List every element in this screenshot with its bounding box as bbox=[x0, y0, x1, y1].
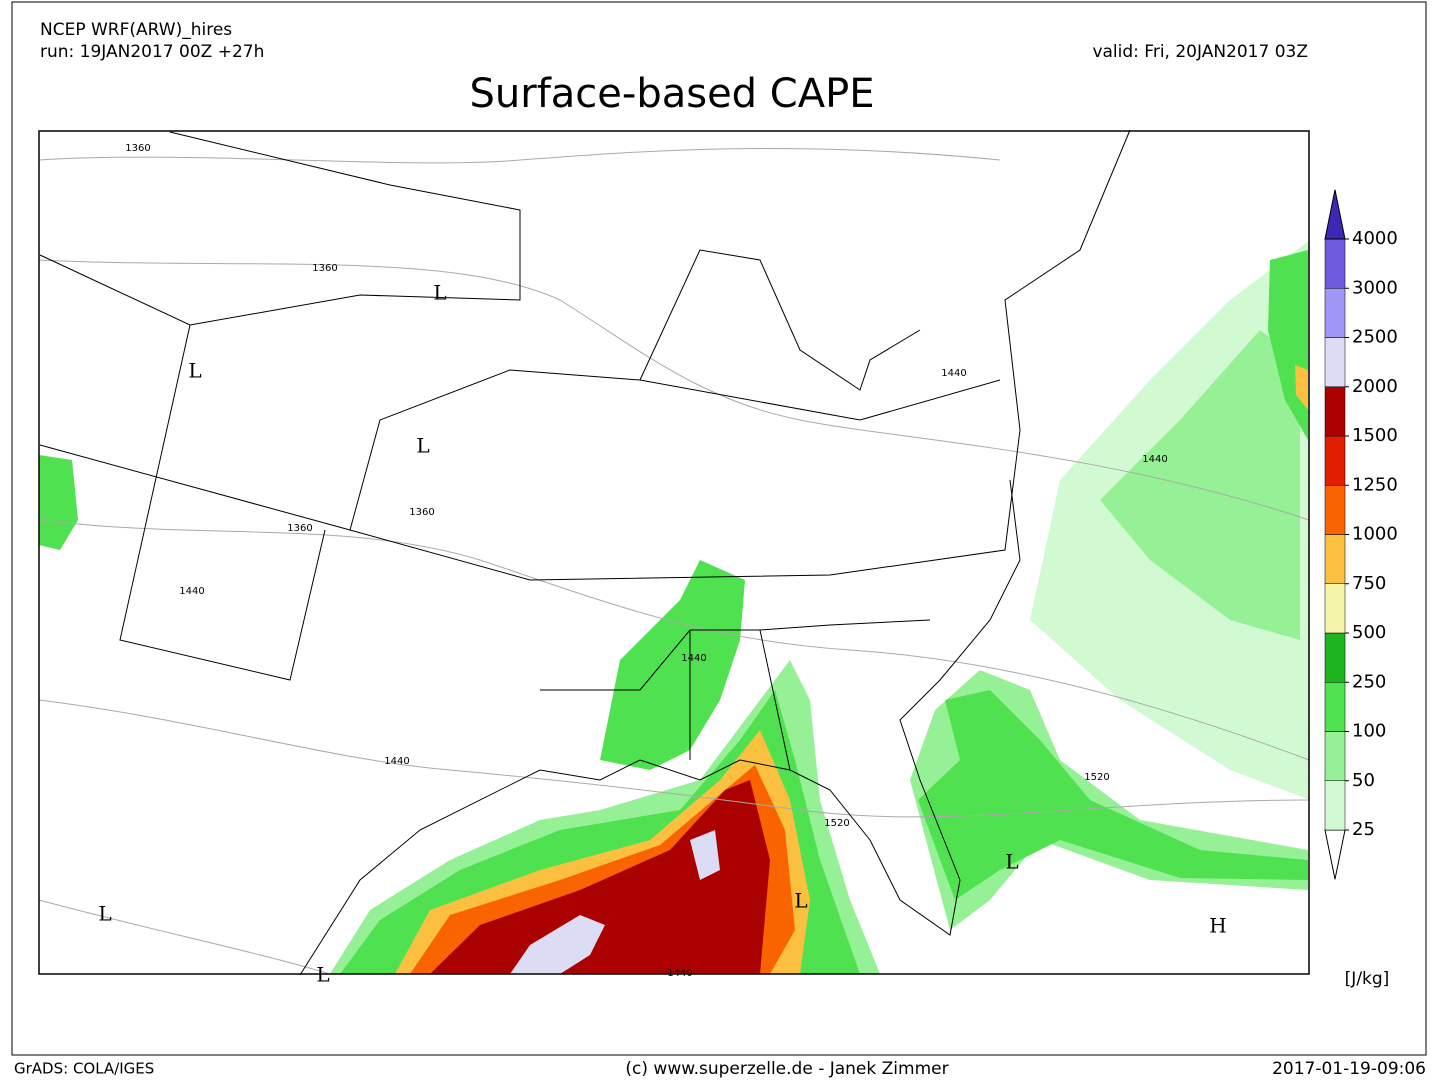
cape-area bbox=[39, 455, 78, 550]
colorbar-segment bbox=[1324, 682, 1346, 732]
footer-right: 2017-01-19-09:06 bbox=[1272, 1059, 1426, 1079]
pressure-center: L bbox=[98, 902, 111, 926]
colorbar-label: 1250 bbox=[1352, 474, 1398, 495]
pressure-center: L bbox=[794, 889, 807, 913]
contour bbox=[38, 699, 1310, 818]
colorbar-label: 25 bbox=[1352, 819, 1375, 840]
colorbar-label: 50 bbox=[1352, 770, 1375, 791]
colorbar-segment bbox=[1324, 435, 1346, 486]
colorbar-segment bbox=[1324, 632, 1346, 683]
pressure-center: L bbox=[433, 281, 446, 305]
cape-area bbox=[1100, 330, 1300, 640]
contour-label: 1440 bbox=[1142, 454, 1167, 465]
colorbar-label: 1500 bbox=[1352, 425, 1398, 446]
cape-area bbox=[1295, 365, 1308, 410]
footer-left: GrADS: COLA/IGES bbox=[14, 1060, 154, 1078]
colorbar-label: 1000 bbox=[1352, 524, 1398, 545]
colorbar-high-arrow bbox=[1324, 189, 1346, 240]
pressure-center: L bbox=[188, 359, 201, 383]
colorbar-segment bbox=[1324, 238, 1346, 289]
contour-label: 1360 bbox=[409, 507, 434, 518]
contour-label: 1440 bbox=[941, 368, 966, 379]
colorbar-label: 250 bbox=[1352, 671, 1386, 692]
contour bbox=[38, 899, 331, 975]
coastline bbox=[639, 249, 921, 391]
colorbar-label: 750 bbox=[1352, 573, 1386, 594]
contour-label: 1520 bbox=[1084, 772, 1109, 783]
coastline bbox=[299, 479, 1021, 976]
model-name: NCEP WRF(ARW)_hires bbox=[40, 20, 232, 40]
colorbar-label: 3000 bbox=[1352, 277, 1398, 298]
border bbox=[119, 324, 1001, 681]
colorbar-segment bbox=[1324, 731, 1346, 781]
unit-label: [J/kg] bbox=[1345, 969, 1390, 989]
map-frame bbox=[38, 130, 1310, 975]
colorbar-segment bbox=[1324, 386, 1346, 437]
contour bbox=[38, 259, 1310, 521]
footer-center: (c) www.superzelle.de - Janek Zimmer bbox=[625, 1059, 948, 1079]
colorbar-segment bbox=[1324, 288, 1346, 338]
border bbox=[39, 129, 1131, 581]
colorbar-label: 4000 bbox=[1352, 228, 1398, 249]
colorbar-label: 2500 bbox=[1352, 327, 1398, 348]
contour-label: 1440 bbox=[681, 653, 706, 664]
contour-label: 1360 bbox=[312, 263, 337, 274]
cape-area bbox=[690, 830, 720, 880]
colorbar-segment bbox=[1324, 583, 1346, 634]
colorbar-label: 100 bbox=[1352, 721, 1386, 742]
colorbar-segment bbox=[1324, 534, 1346, 584]
title: Surface-based CAPE bbox=[470, 71, 875, 117]
run-time: run: 19JAN2017 00Z +27h bbox=[40, 42, 264, 62]
cape-area bbox=[510, 915, 605, 974]
contour-label: 1440 bbox=[384, 756, 409, 767]
cape-area bbox=[430, 780, 770, 974]
colorbar-low-arrow bbox=[1324, 829, 1346, 880]
colorbar-label: 500 bbox=[1352, 622, 1386, 643]
cape-area bbox=[918, 690, 1308, 900]
contour bbox=[38, 519, 1310, 761]
contour-label: 1360 bbox=[125, 143, 150, 154]
colorbar-segment bbox=[1324, 337, 1346, 387]
map: 1360 1360 1360 1360 1440 1440 1440 1440 … bbox=[38, 129, 1310, 987]
contour-label: 1520 bbox=[824, 818, 849, 829]
valid-time: valid: Fri, 20JAN2017 03Z bbox=[1092, 42, 1308, 62]
contour-label: 1440 bbox=[179, 586, 204, 597]
pressure-center: H bbox=[1209, 914, 1226, 938]
colorbar-segment bbox=[1324, 780, 1346, 831]
contour bbox=[38, 147, 1001, 164]
colorbar-segment bbox=[1324, 485, 1346, 535]
pressure-center: L bbox=[416, 434, 429, 458]
colorbar: 25 50 100 250 500 750 1000 1250 1500 2000 2500 3000… bbox=[1324, 189, 1398, 880]
colorbar-label: 2000 bbox=[1352, 376, 1398, 397]
border bbox=[540, 619, 931, 771]
contour-label: 1360 bbox=[287, 523, 312, 534]
outer-frame bbox=[11, 1, 1427, 1056]
pressure-center: L bbox=[1005, 850, 1018, 874]
cape-area bbox=[600, 560, 745, 770]
